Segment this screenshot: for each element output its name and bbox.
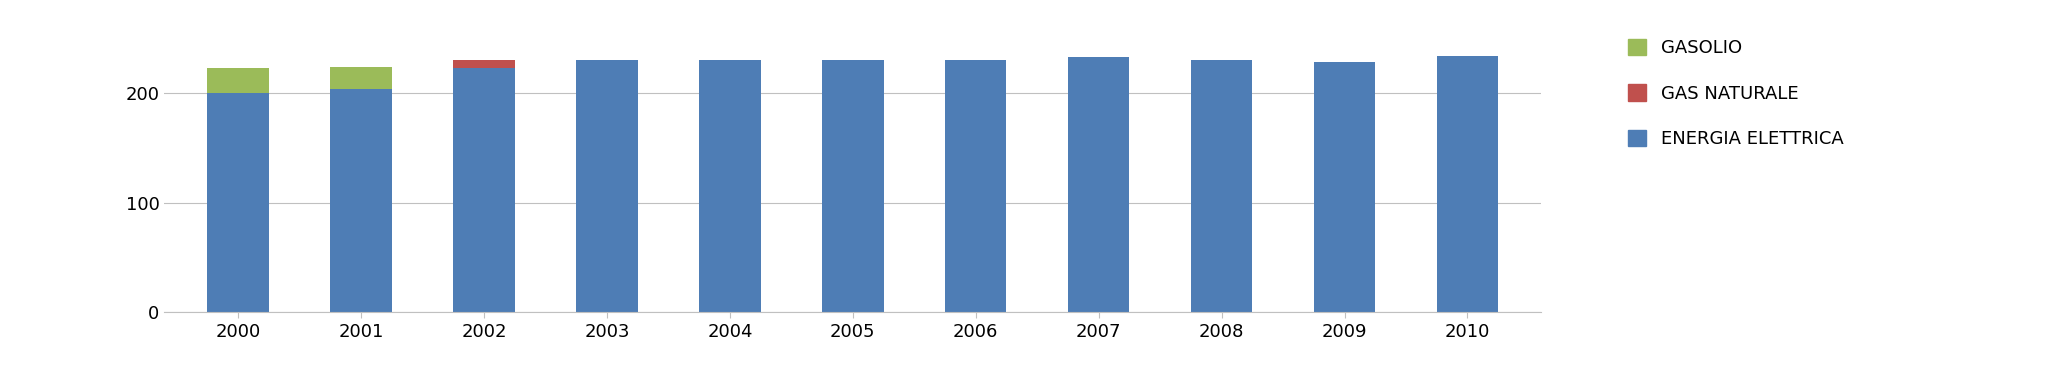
Bar — [699, 60, 760, 312]
Bar — [1192, 60, 1251, 312]
Bar — [945, 60, 1007, 312]
Bar — [1313, 62, 1375, 312]
Legend: GASOLIO, GAS NATURALE, ENERGIA ELETTRICA: GASOLIO, GAS NATURALE, ENERGIA ELETTRICA — [1619, 30, 1852, 157]
Bar — [208, 69, 269, 93]
Bar — [1436, 56, 1498, 312]
Bar — [822, 60, 884, 312]
Bar — [575, 60, 637, 312]
Bar — [1069, 58, 1130, 312]
Bar — [331, 67, 393, 89]
Bar — [454, 69, 514, 312]
Bar — [331, 89, 393, 312]
Bar — [208, 93, 269, 312]
Bar — [454, 60, 514, 69]
